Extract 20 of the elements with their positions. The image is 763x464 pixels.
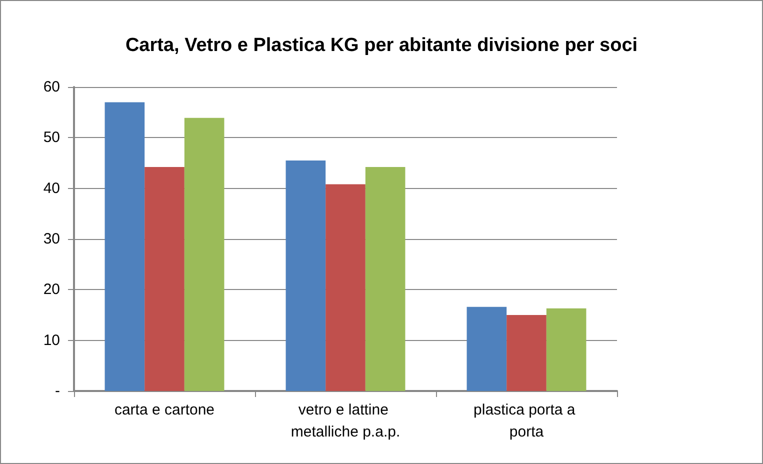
y-tick-label: 60 xyxy=(43,78,60,96)
bar xyxy=(506,315,546,391)
y-tick-label: 20 xyxy=(43,281,60,298)
bar xyxy=(546,308,586,391)
y-tick-label: 50 xyxy=(43,129,60,146)
bar xyxy=(144,167,184,391)
y-tick-label: - xyxy=(55,382,60,400)
x-tick-label: carta e cartone xyxy=(114,402,215,418)
y-tick-label: 40 xyxy=(43,180,60,197)
chart-title: Carta, Vetro e Plastica KG per abitante divisione per soci xyxy=(125,35,638,56)
bar xyxy=(286,160,326,391)
x-tick-label: plastica porta a porta xyxy=(474,402,580,440)
y-tick-label: 30 xyxy=(43,230,60,248)
bar xyxy=(184,118,224,391)
bar xyxy=(466,306,507,391)
bar xyxy=(104,102,145,391)
bar xyxy=(326,184,366,391)
x-tick-label: vetro e lattine metalliche p.a.p. xyxy=(290,402,400,440)
y-tick-label: 10 xyxy=(43,332,60,349)
bar xyxy=(365,167,406,391)
